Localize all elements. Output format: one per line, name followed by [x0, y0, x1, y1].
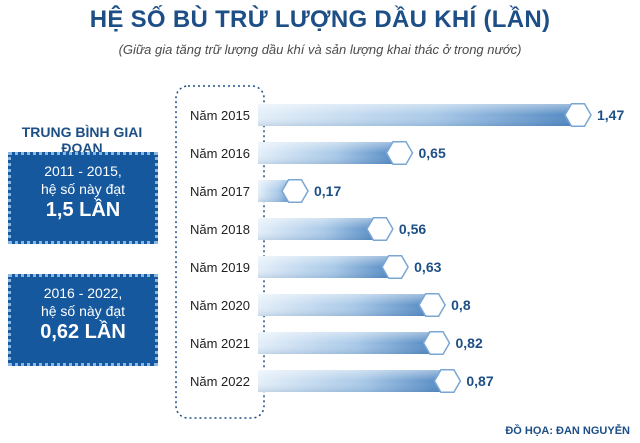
data-label: 0,56: [399, 221, 426, 237]
data-label: 0,82: [456, 335, 483, 351]
graphic-credit: ĐỒ HỌA: ĐAN NGUYỄN: [505, 425, 630, 437]
bar-shade: [258, 218, 380, 240]
data-label: 0,8: [451, 297, 471, 313]
average-box-period: 2016 - 2022,: [43, 285, 123, 301]
bar-shade: [258, 370, 448, 392]
bar-end-hexagon: [385, 140, 414, 166]
bar-shade: [258, 332, 437, 354]
bar-end-hexagon: [281, 178, 309, 204]
average-box-2011-2015: 2011 - 2015, hệ số này đạt 1,5 LẦN: [8, 152, 158, 244]
data-label: 0,65: [418, 145, 445, 161]
bar-end-hexagon: [433, 368, 462, 394]
category-label: Năm 2017: [190, 184, 250, 199]
bar-shade: [258, 142, 400, 164]
category-label: Năm 2018: [190, 222, 250, 237]
average-box-text: hệ số này đạt: [40, 303, 126, 319]
average-box-2016-2022: 2016 - 2022, hệ số này đạt 0,62 LẦN: [8, 274, 158, 366]
data-label: 1,47: [597, 107, 624, 123]
data-label: 0,63: [414, 259, 441, 275]
data-label: 0,17: [314, 183, 341, 199]
category-label: Năm 2022: [190, 374, 250, 389]
category-label: Năm 2020: [190, 298, 250, 313]
average-box-value: 0,62 LẦN: [40, 321, 126, 343]
bar-end-hexagon: [366, 216, 394, 242]
bar-end-hexagon: [564, 102, 592, 128]
bar-end-hexagon: [381, 254, 409, 280]
data-label: 0,87: [466, 373, 493, 389]
category-label: Năm 2015: [190, 108, 250, 123]
bar-shade: [258, 294, 433, 316]
average-box-period: 2011 - 2015,: [44, 163, 122, 179]
average-box-value: 1,5 LẦN: [45, 199, 121, 221]
chart-subtitle: (Giữa gia tăng trữ lượng dầu khí và sản …: [118, 42, 522, 57]
bar-shade: [258, 256, 396, 278]
bar-end-hexagon: [418, 292, 446, 318]
bar-end-hexagon: [422, 330, 451, 356]
category-label: Năm 2016: [190, 146, 250, 161]
category-label: Năm 2021: [190, 336, 250, 351]
category-label: Năm 2019: [190, 260, 250, 275]
chart-title: HỆ SỐ BÙ TRỪ LƯỢNG DẦU KHÍ (LẦN): [89, 6, 551, 33]
bar-shade: [258, 104, 578, 126]
average-box-text: hệ số này đạt: [40, 181, 126, 197]
label-column-frame: [175, 85, 265, 419]
